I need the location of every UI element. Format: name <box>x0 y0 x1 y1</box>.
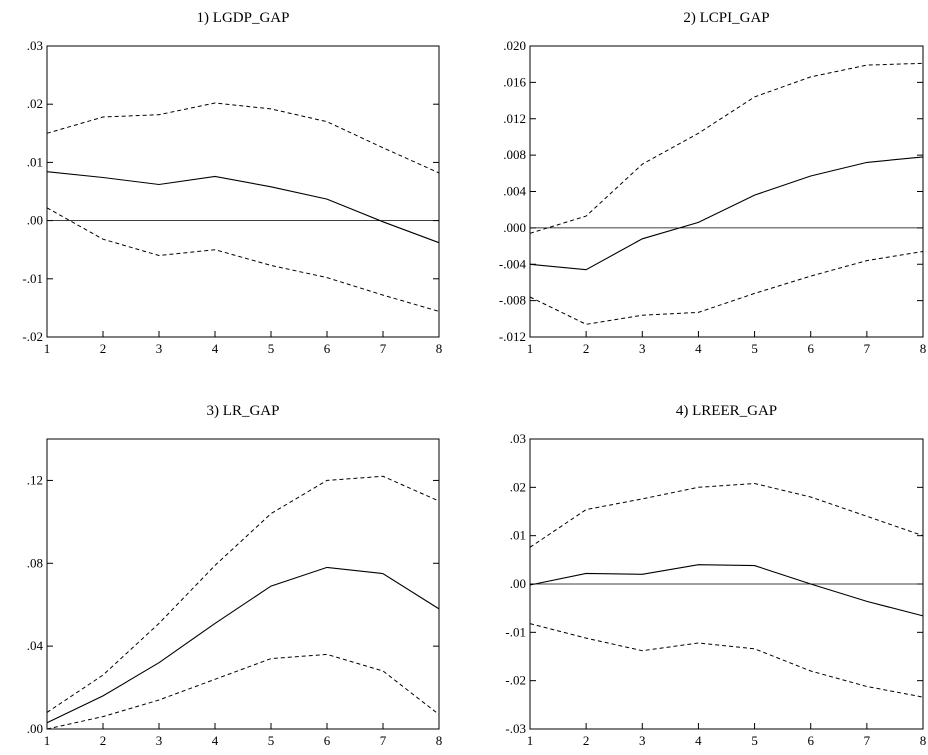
chart-title: 2) LCPI_GAP <box>683 10 769 26</box>
chart-panel-3: 3) LR_GAP .12 .08 .04 .001 2 3 4 5 6 7 8 <box>27 403 443 748</box>
y-tick-label: .004 <box>503 184 526 199</box>
x-tick-label: 6 <box>324 733 331 748</box>
chart-panel-1: 1) LGDP_GAP .03 .02 .01 .00 -.01 -.021 2 3 4 5 6 7 8 <box>22 10 442 356</box>
x-tick-label: 2 <box>583 733 590 748</box>
y-tick-label: .008 <box>503 147 526 162</box>
x-tick-label: 8 <box>920 733 927 748</box>
response-line <box>529 564 924 617</box>
x-tick-label: 5 <box>751 733 758 748</box>
y-tick-label: .00 <box>27 213 43 228</box>
y-tick-label: .02 <box>510 479 526 494</box>
lower-band-line <box>46 653 440 730</box>
x-tick-label: 3 <box>156 341 163 356</box>
y-tick-label: -.01 <box>505 624 526 639</box>
y-tick-label: .03 <box>510 431 526 446</box>
x-tick-label: 8 <box>920 341 927 356</box>
plot-frame <box>529 45 924 338</box>
chart-panel-2: 2) LCPI_GAP .020 .016 .012 .008 .004 .000 -.004… <box>499 10 926 356</box>
x-tick-label: 8 <box>436 733 443 748</box>
x-tick-label: 3 <box>639 341 646 356</box>
x-tick-label: 5 <box>751 341 758 356</box>
x-tick-label: 3 <box>639 733 646 748</box>
y-tick-label: .08 <box>27 555 43 570</box>
y-tick-label: -.02 <box>22 329 43 344</box>
x-tick-label: 3 <box>156 733 163 748</box>
x-tick-label: 6 <box>807 341 814 356</box>
y-tick-label: .01 <box>27 154 43 169</box>
x-tick-label: 6 <box>807 733 814 748</box>
x-tick-label: 4 <box>212 341 219 356</box>
response-line <box>46 171 440 244</box>
x-tick-label: 7 <box>864 733 871 748</box>
lower-band-line <box>529 251 924 325</box>
x-tick-label: 1 <box>527 341 534 356</box>
x-tick-label: 4 <box>212 733 219 748</box>
y-tick-label: .02 <box>27 96 43 111</box>
y-tick-label: .016 <box>503 74 526 89</box>
x-tick-label: 8 <box>436 341 443 356</box>
y-tick-label: .000 <box>503 220 526 235</box>
x-tick-label: 4 <box>695 733 702 748</box>
x-tick-label: 6 <box>324 341 331 356</box>
x-tick-label: 2 <box>100 341 107 356</box>
y-tick-label: .03 <box>27 38 43 53</box>
upper-band-line <box>46 475 440 713</box>
chart-title: 3) LR_GAP <box>207 403 280 419</box>
y-tick-label: .01 <box>510 528 526 543</box>
y-tick-label: -.02 <box>505 673 526 688</box>
x-tick-label: 4 <box>695 341 702 356</box>
x-tick-label: 7 <box>864 341 871 356</box>
y-tick-label: .00 <box>27 721 43 736</box>
plot-frame <box>46 438 440 730</box>
response-line <box>46 566 440 724</box>
upper-band-line <box>46 102 440 174</box>
y-tick-label: -.012 <box>499 329 526 344</box>
x-tick-label: 2 <box>100 733 107 748</box>
lower-band-line <box>529 623 924 698</box>
response-line <box>529 156 924 271</box>
x-tick-label: 7 <box>380 341 387 356</box>
x-tick-label: 1 <box>44 341 51 356</box>
y-tick-label: -.03 <box>505 721 526 736</box>
lower-band-line <box>46 207 440 312</box>
x-tick-label: 7 <box>380 733 387 748</box>
y-tick-label: .12 <box>27 472 43 487</box>
x-tick-label: 1 <box>527 733 534 748</box>
x-tick-label: 5 <box>268 733 275 748</box>
y-tick-label: -.004 <box>499 256 527 271</box>
upper-band-line <box>529 62 924 234</box>
y-tick-label: -.01 <box>22 271 43 286</box>
x-tick-label: 2 <box>583 341 590 356</box>
y-tick-label: .00 <box>510 576 526 591</box>
y-tick-label: .012 <box>503 111 526 126</box>
y-tick-label: .04 <box>27 638 44 653</box>
x-tick-label: 1 <box>44 733 51 748</box>
chart-title: 1) LGDP_GAP <box>197 10 290 26</box>
x-tick-label: 5 <box>268 341 275 356</box>
upper-band-line <box>529 482 924 548</box>
y-tick-label: -.008 <box>499 293 526 308</box>
plot-frame <box>46 45 440 338</box>
y-tick-label: .020 <box>503 38 526 53</box>
chart-title: 4) LREER_GAP <box>676 403 777 419</box>
chart-panel-4: 4) LREER_GAP .03 .02 .01 .00 -.01 -.02 -.031 2 3 4… <box>505 403 926 748</box>
